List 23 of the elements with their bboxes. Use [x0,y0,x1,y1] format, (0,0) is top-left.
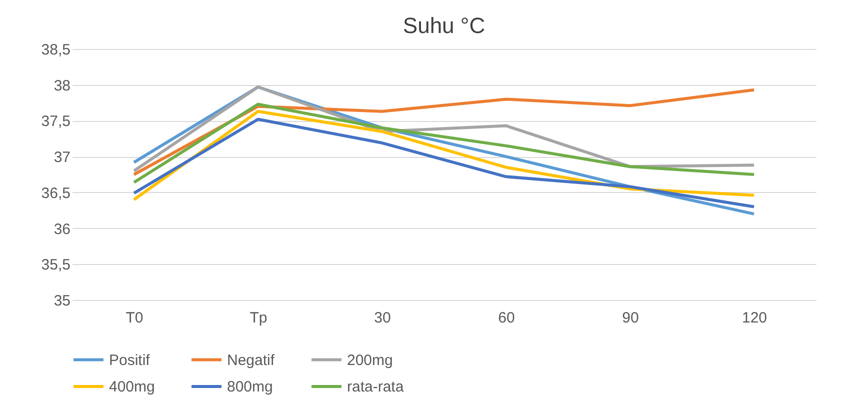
legend-label: Negatif [227,352,276,369]
y-tick-label: 38 [54,77,70,94]
y-tick-label: 38,5 [41,42,70,58]
legend-label: rata-rata [347,378,404,396]
chart-title: Suhu °C [402,13,486,38]
legend-label: 200mg [347,352,393,369]
y-tick-label: 37 [54,149,70,166]
y-tick-label: 37,5 [41,113,70,130]
x-tick-label: 30 [374,310,391,326]
y-tick-label: 35,5 [41,256,70,274]
y-tick-label: 35 [54,292,70,310]
y-tick-label: 36 [54,220,70,238]
x-tick-label: T0 [126,310,144,326]
line-series [132,118,756,208]
legend-label: 800mg [227,378,273,396]
x-tick-label: 120 [742,310,768,326]
line-series [132,102,756,184]
x-tick-label: 60 [498,310,515,326]
legend-label: 400mg [109,378,155,396]
x-tick-label: Tp [250,310,268,326]
legend-label: Positif [109,352,151,369]
y-tick-label: 36,5 [41,184,70,202]
x-tick-label: 90 [622,310,639,326]
